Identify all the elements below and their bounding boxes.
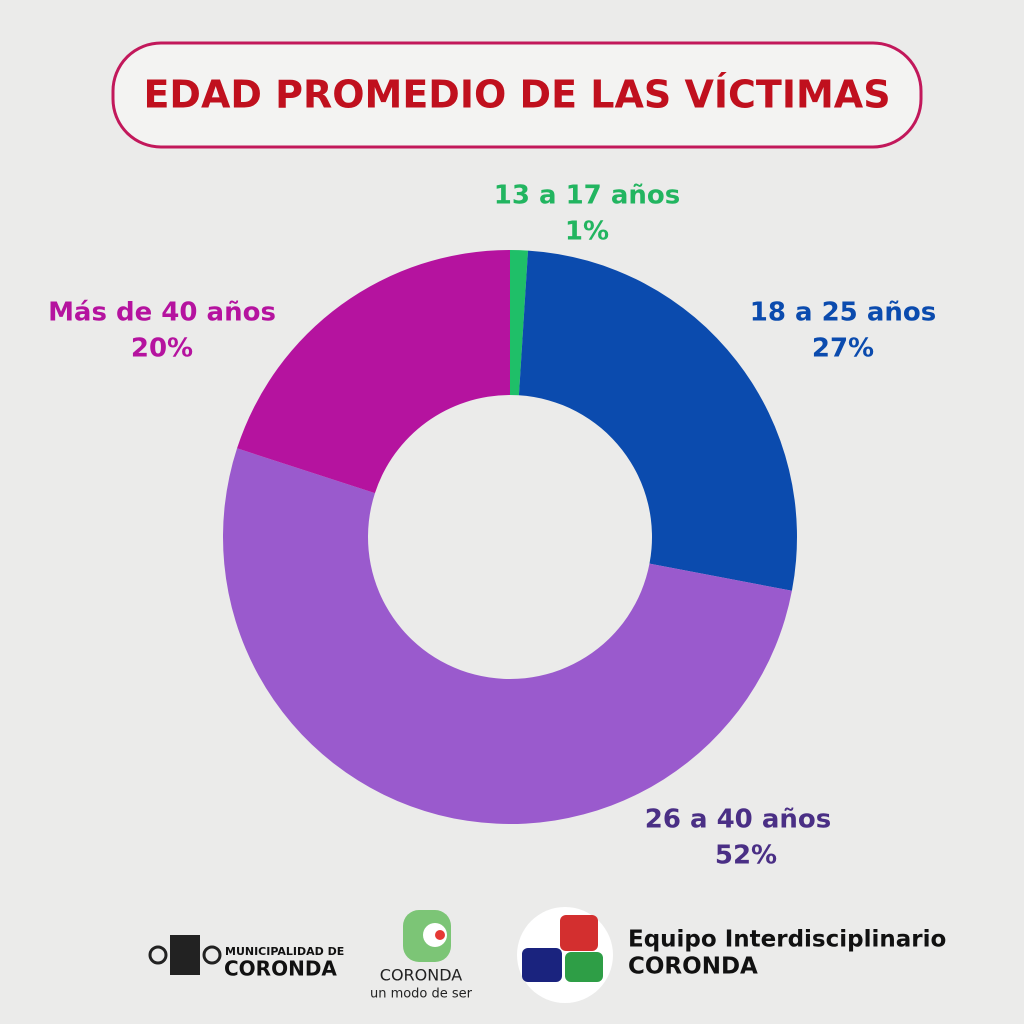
municipality-logo: MUNICIPALIDAD DE CORONDA	[148, 935, 344, 981]
donut-segment	[222, 448, 792, 825]
brand-mark	[435, 930, 445, 940]
segment-value-label: 27%	[812, 334, 874, 364]
team-logo: Equipo Interdisciplinario CORONDA	[517, 907, 946, 1003]
donut-segment	[510, 250, 529, 396]
team-line1: Equipo Interdisciplinario	[628, 927, 946, 953]
crest-figure	[148, 945, 168, 965]
segment-value-label: 20%	[131, 334, 193, 364]
title-box	[111, 41, 923, 149]
segment-label: 13 a 17 años	[494, 181, 680, 211]
segment-label: 18 a 25 años	[750, 298, 936, 328]
segment-value-label: 1%	[565, 217, 609, 247]
municipality-small: MUNICIPALIDAD DE	[225, 945, 344, 958]
segment-label: 26 a 40 años	[645, 805, 831, 835]
crest-figure	[202, 945, 222, 965]
donut-segment	[237, 250, 510, 494]
donut-chart: 13 a 17 años 1% 18 a 25 años 27% 26 a 40 año…	[48, 181, 936, 871]
brand-logo: CORONDA un modo de ser	[370, 910, 473, 1002]
puzzle-piece	[560, 915, 598, 951]
crest	[170, 935, 200, 975]
puzzle-piece	[565, 952, 603, 982]
municipality-name: CORONDA	[224, 957, 337, 981]
chart-title: EDAD PROMEDIO DE LAS VÍCTIMAS	[143, 73, 890, 117]
segment-value-label: 52%	[715, 841, 777, 871]
donut-segment	[518, 250, 797, 591]
segment-label: Más de 40 años	[48, 298, 276, 328]
puzzle-piece	[522, 948, 562, 982]
team-line2: CORONDA	[628, 954, 758, 980]
brand-name: CORONDA	[380, 966, 462, 985]
brand-slogan: un modo de ser	[370, 987, 473, 1002]
